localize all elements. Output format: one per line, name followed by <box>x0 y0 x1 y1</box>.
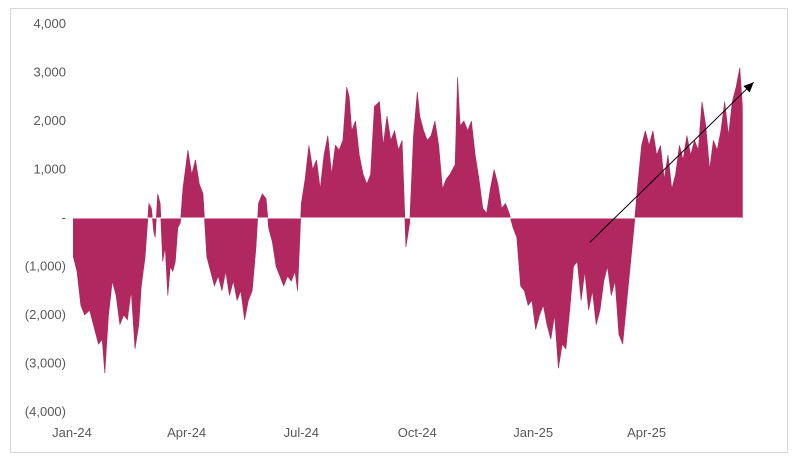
y-axis: 4,000 3,000 2,000 1,000 - (1,000) (2,000) (3,00… <box>25 16 66 419</box>
trend-arrow-line <box>589 81 755 243</box>
y-tick-label: (3,000) <box>25 356 66 371</box>
trend-arrow-head <box>743 82 754 93</box>
x-tick-label: Jan-25 <box>513 425 553 440</box>
trend-annotation <box>589 81 755 243</box>
y-tick-label: (4,000) <box>25 404 66 419</box>
series-area-layer <box>73 67 743 374</box>
y-tick-label: 4,000 <box>33 16 66 31</box>
x-tick-label: Apr-24 <box>167 425 206 440</box>
y-tick-label: (1,000) <box>25 259 66 274</box>
y-tick-label: (2,000) <box>25 307 66 322</box>
x-axis: Jan-24 Apr-24 Jul-24 Oct-24 Jan-25 Apr-25 <box>52 425 666 440</box>
y-tick-label: - <box>62 210 66 225</box>
y-tick-label: 2,000 <box>33 113 66 128</box>
chart-frame <box>10 8 788 453</box>
x-tick-label: Jul-24 <box>284 425 319 440</box>
y-tick-label: 1,000 <box>33 162 66 177</box>
x-tick-label: Oct-24 <box>398 425 437 440</box>
series-area <box>73 67 743 374</box>
x-tick-label: Jan-24 <box>52 425 92 440</box>
y-tick-label: 3,000 <box>33 65 66 80</box>
x-tick-label: Apr-25 <box>627 425 666 440</box>
